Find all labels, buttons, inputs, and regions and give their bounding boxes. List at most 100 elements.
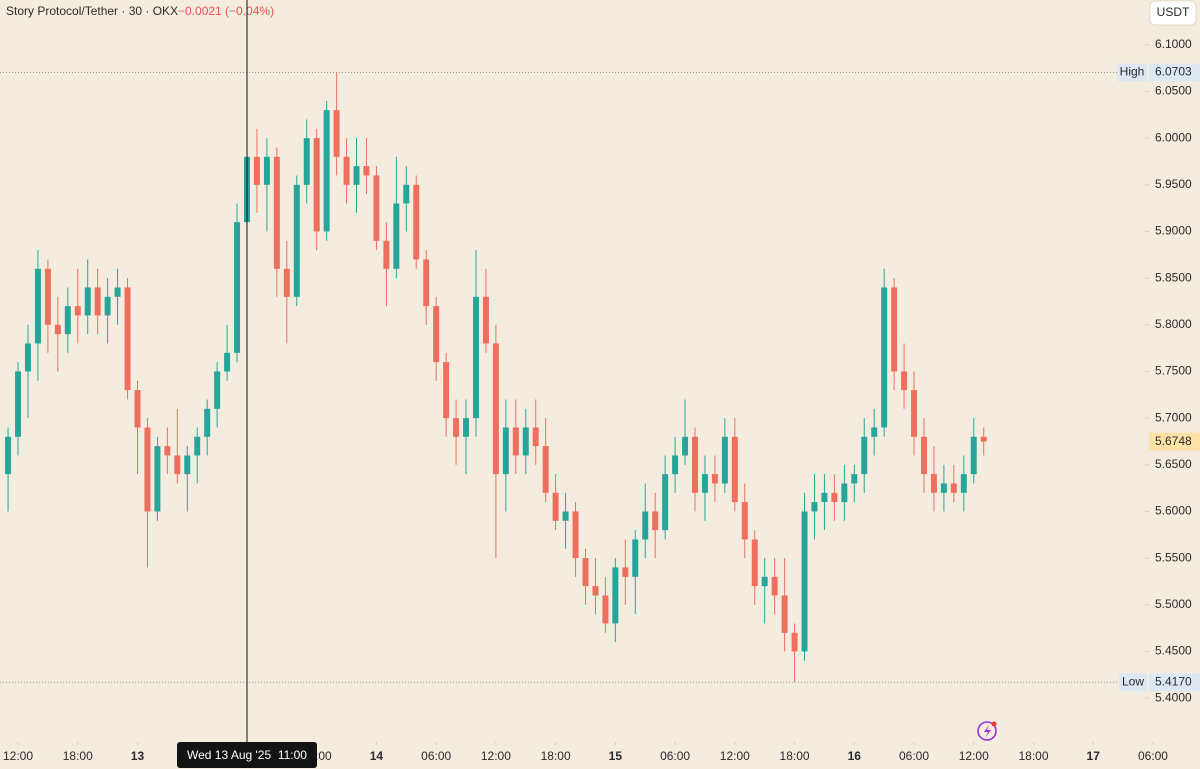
candle-body — [682, 436, 689, 456]
y-tick-label: 6.0500 — [1155, 84, 1192, 98]
candle-body — [542, 446, 549, 493]
candle-body — [980, 436, 987, 442]
candle-body — [512, 427, 519, 456]
y-tick-label: 5.7000 — [1155, 410, 1192, 424]
candle-body — [861, 436, 868, 475]
candle-body — [144, 427, 151, 512]
candle-body — [323, 110, 330, 232]
candle-body — [602, 595, 609, 624]
alert-icon — [977, 721, 997, 741]
high-value: 6.0703 — [1155, 65, 1192, 79]
alert-dot — [991, 721, 997, 727]
crosshair-label: Wed 13 Aug '25 11:00 — [187, 748, 307, 762]
x-tick-label: 06:00 — [899, 749, 929, 763]
alert-icon-bolt — [984, 725, 991, 738]
candle-body — [841, 483, 848, 503]
candle-body — [54, 324, 61, 335]
candle-body — [443, 362, 450, 419]
candle-body — [253, 156, 260, 185]
candle-body — [423, 259, 430, 307]
candle-body — [891, 287, 898, 372]
candle-body — [114, 287, 121, 297]
candle-body — [273, 156, 280, 269]
candle-body — [502, 427, 509, 475]
y-tick-label: 5.6000 — [1155, 504, 1192, 518]
x-tick-label: 12:00 — [720, 749, 750, 763]
candle-body — [522, 427, 529, 456]
y-tick-label: 5.9000 — [1155, 224, 1192, 238]
candle-body — [24, 343, 31, 372]
x-tick-label: 15 — [609, 749, 623, 763]
candle-body — [920, 436, 927, 475]
low-name-box — [1119, 673, 1147, 692]
candle-body — [134, 390, 141, 428]
x-tick-label: 18:00 — [63, 749, 93, 763]
candle-body — [652, 511, 659, 531]
high-name-box — [1117, 63, 1147, 82]
candle-body — [950, 483, 957, 493]
y-tick-label: 5.8500 — [1155, 270, 1192, 284]
high-value-box — [1149, 63, 1200, 82]
candle-body — [970, 436, 977, 475]
candle-body — [104, 296, 111, 316]
candle-body — [204, 408, 211, 437]
candle-body — [632, 539, 639, 577]
candle-body — [184, 455, 191, 475]
x-tick-label: 06:00 — [421, 749, 451, 763]
x-tick-label: 18:00 — [541, 749, 571, 763]
x-tick-label: 18:00 — [780, 749, 810, 763]
candle-body — [612, 567, 619, 624]
candle-body — [74, 306, 81, 316]
candle-body — [781, 595, 788, 633]
candle-body — [224, 352, 231, 372]
x-tick-label: 14 — [370, 749, 384, 763]
y-tick-label: 5.9500 — [1155, 177, 1192, 191]
candle-body — [672, 455, 679, 475]
candle-body — [283, 268, 290, 297]
candle-body — [562, 511, 569, 521]
candle-body — [801, 511, 808, 652]
candle-body — [582, 558, 589, 587]
currency[interactable]: USDT — [1157, 5, 1190, 19]
candle-body — [214, 371, 221, 409]
chart-title: Story Protocol/Tether · 30 · OKX — [6, 4, 178, 18]
candle-body — [333, 110, 340, 157]
candle-body — [303, 138, 310, 185]
y-tick-label: 5.4000 — [1155, 690, 1192, 704]
candle-body — [64, 306, 71, 335]
candle-body — [353, 166, 360, 185]
candle-body — [433, 306, 440, 363]
candle-body — [293, 184, 300, 297]
candle-body — [383, 240, 390, 269]
candle-body — [662, 474, 669, 531]
candle-body — [940, 483, 947, 493]
candle-body — [791, 632, 798, 652]
candle-body — [751, 539, 758, 587]
candle-body — [5, 436, 12, 475]
price-change: −0.0021 (−0.04%) — [178, 4, 274, 18]
candle-body — [94, 287, 101, 316]
x-tick-label: 17 — [1087, 749, 1101, 763]
x-tick-label: 12:00 — [959, 749, 989, 763]
last-price-box — [1149, 432, 1200, 451]
candle-body — [124, 287, 131, 391]
candle-body — [194, 436, 201, 456]
candle-body — [263, 156, 270, 185]
candle-body — [44, 268, 51, 325]
candle-body — [851, 474, 858, 484]
candle-body — [164, 446, 171, 456]
candle-body — [363, 166, 370, 176]
currency-box[interactable] — [1149, 0, 1197, 26]
candle-body — [901, 371, 908, 391]
x-tick-label: 12:00 — [3, 749, 33, 763]
y-tick-label: 5.6500 — [1155, 457, 1192, 471]
candle-body — [592, 586, 599, 596]
y-tick-label: 5.4500 — [1155, 644, 1192, 658]
candle-body — [881, 287, 888, 428]
x-tick-label: 12:00 — [481, 749, 511, 763]
candle-body — [313, 138, 320, 232]
x-tick-label: 06:00 — [1138, 749, 1168, 763]
candle-body — [572, 511, 579, 559]
candle-body — [453, 418, 460, 437]
